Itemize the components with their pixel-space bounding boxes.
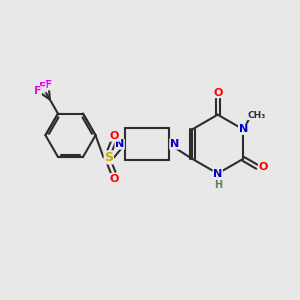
Text: N: N: [213, 169, 222, 178]
Text: O: O: [258, 162, 268, 172]
Text: F: F: [34, 86, 41, 96]
Text: O: O: [213, 88, 222, 98]
Text: N: N: [170, 139, 179, 149]
Text: S: S: [104, 151, 113, 164]
Text: F: F: [45, 80, 52, 90]
Text: O: O: [110, 131, 119, 141]
Text: N: N: [115, 139, 124, 149]
Text: O: O: [110, 174, 119, 184]
Text: H: H: [214, 180, 222, 190]
Text: CH₃: CH₃: [248, 111, 266, 120]
Text: N: N: [238, 124, 248, 134]
Text: F: F: [39, 82, 46, 92]
